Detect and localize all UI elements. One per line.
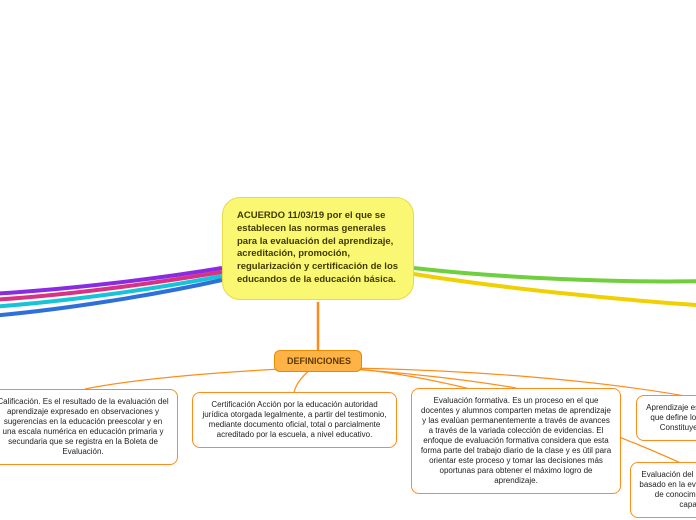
node-definiciones[interactable]: DEFINICIONES [274,350,362,372]
central-topic[interactable]: ACUERDO 11/03/19 por el que se establece… [222,197,414,300]
leaf-calificacion[interactable]: Calificación. Es el resultado de la eval… [0,389,178,465]
mindmap-canvas: ACUERDO 11/03/19 por el que se establece… [0,0,696,520]
leaf-evaluacion-formativa[interactable]: Evaluación formativa. Es un proceso en e… [411,388,621,494]
leaf-evaluacion-del-aprendizaje[interactable]: Evaluación del aprendizaje un juicio bas… [630,462,696,518]
leaf-aprendizaje-esperado[interactable]: Aprendizaje esperado es un logro que def… [636,395,696,441]
leaf-certificacion[interactable]: Certificación Acción por la educación au… [192,392,397,448]
